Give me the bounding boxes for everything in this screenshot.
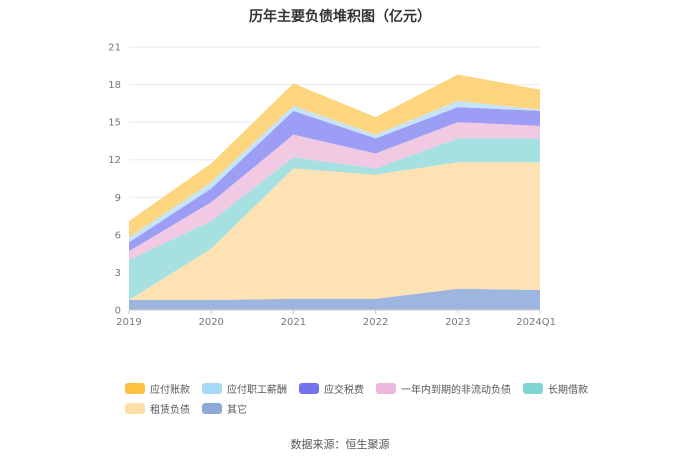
legend-item[interactable]: 长期借款 xyxy=(523,381,588,396)
y-tick-label: 21 xyxy=(108,43,121,54)
legend-label: 其它 xyxy=(227,404,247,416)
legend-swatch xyxy=(202,402,222,414)
x-tick-label: 2020 xyxy=(198,317,223,328)
area-series-3 xyxy=(129,122,540,260)
legend-swatch xyxy=(523,382,543,394)
legend-row-2: 租赁负债 其它 xyxy=(125,398,605,418)
data-source: 数据来源：恒生聚源 xyxy=(290,438,390,451)
legend: 应付账款 应付职工薪酬 应交税费 一年内到期的非流动负债 长期借款 租赁负债 其它 xyxy=(125,378,605,418)
x-tick-label: 2021 xyxy=(281,317,306,328)
y-tick-label: 6 xyxy=(115,230,121,241)
x-tick-label: 2023 xyxy=(445,317,470,328)
x-tick-label: 2019 xyxy=(116,317,141,328)
legend-swatch xyxy=(125,402,145,414)
legend-label: 租赁负债 xyxy=(150,404,190,416)
area-layer xyxy=(129,74,540,310)
area-series-6 xyxy=(129,74,540,238)
y-tick-label: 15 xyxy=(108,118,121,129)
legend-label: 应交税费 xyxy=(324,384,364,396)
area-series-1 xyxy=(129,162,540,300)
legend-item[interactable]: 应付职工薪酬 xyxy=(202,381,287,396)
legend-swatch xyxy=(202,382,222,394)
legend-label: 长期借款 xyxy=(548,384,588,396)
x-tick-label: 2022 xyxy=(363,317,388,328)
legend-item[interactable]: 应交税费 xyxy=(299,381,364,396)
legend-label: 应付账款 xyxy=(150,384,190,396)
y-tick-label: 18 xyxy=(108,80,121,91)
legend-row-1: 应付账款 应付职工薪酬 应交税费 一年内到期的非流动负债 长期借款 xyxy=(125,378,605,398)
legend-label: 应付职工薪酬 xyxy=(227,384,287,396)
legend-swatch xyxy=(376,382,396,394)
chart-title: 历年主要负债堆积图（亿元） xyxy=(249,9,431,25)
legend-item[interactable]: 一年内到期的非流动负债 xyxy=(376,381,511,396)
legend-swatch xyxy=(299,382,319,394)
area-series-0 xyxy=(129,288,540,310)
legend-label: 一年内到期的非流动负债 xyxy=(401,384,511,396)
legend-item[interactable]: 其它 xyxy=(202,401,247,416)
legend-item[interactable]: 租赁负债 xyxy=(125,401,190,416)
y-tick-label: 9 xyxy=(115,193,121,204)
axis-layer: 0 3 6 9 12 15 18 21 2019 2020 2021 2022 2023 2024Q1 xyxy=(108,43,556,329)
y-tick-label: 0 xyxy=(115,306,121,317)
legend-item[interactable]: 应付账款 xyxy=(125,381,190,396)
area-series-2 xyxy=(129,138,540,300)
x-tick-label: 2024Q1 xyxy=(516,317,556,328)
area-series-4 xyxy=(129,107,540,252)
y-tick-label: 12 xyxy=(108,155,121,166)
y-tick-label: 3 xyxy=(115,268,121,279)
legend-swatch xyxy=(125,382,145,394)
